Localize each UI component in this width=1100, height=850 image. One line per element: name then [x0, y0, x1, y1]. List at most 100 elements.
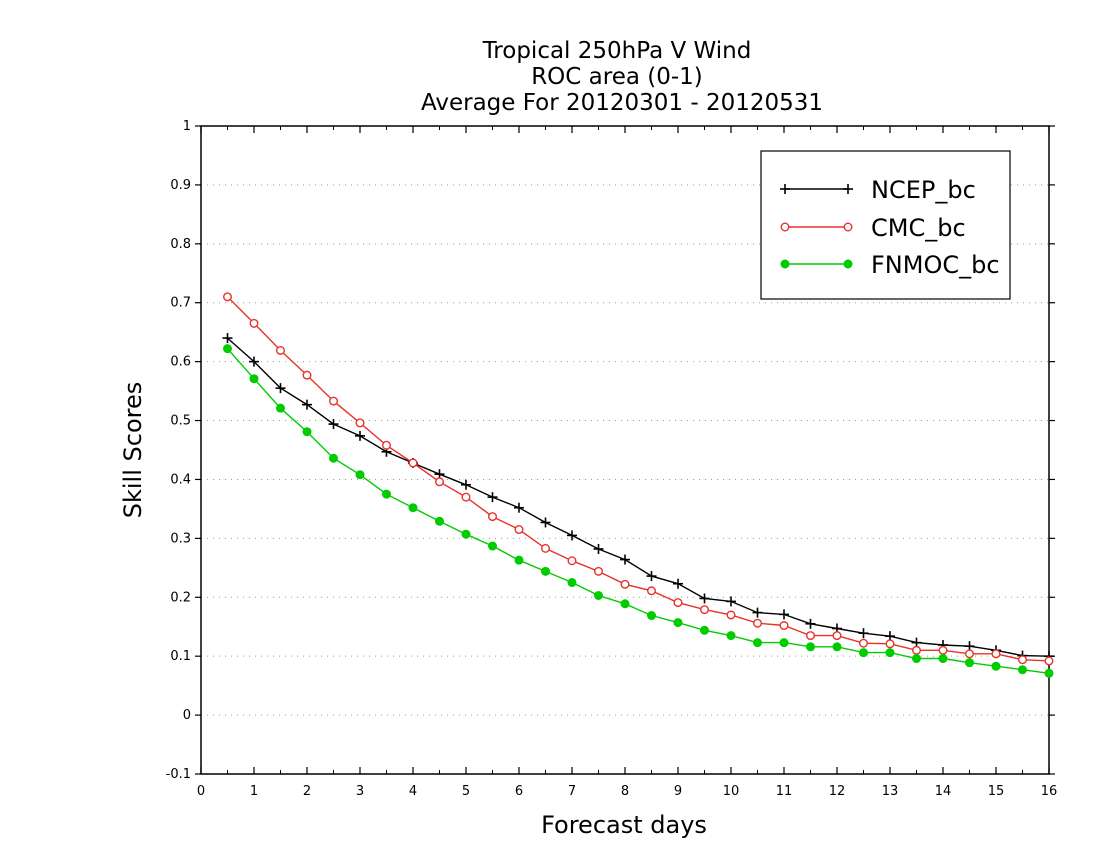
plus-marker — [646, 571, 657, 582]
filled-circle-marker — [329, 453, 338, 463]
open-circle-marker — [843, 222, 853, 232]
plus-marker — [222, 333, 233, 344]
open-circle-marker — [488, 512, 498, 522]
open-circle-marker — [435, 477, 445, 487]
legend-label: CMC_bc — [871, 214, 966, 242]
plus-marker — [461, 479, 471, 490]
filled-circle-marker — [700, 625, 709, 635]
open-circle-marker — [1018, 655, 1028, 665]
x-tick-label: 6 — [515, 784, 523, 799]
chart-title-line-2: ROC area (0-1) — [531, 64, 703, 90]
x-tick-label: 9 — [674, 784, 682, 799]
chart-title-line-1: Tropical 250hPa V Wind — [482, 38, 752, 64]
y-axis-label: Skill Scores — [119, 382, 147, 519]
x-tick-label: 11 — [776, 784, 793, 799]
plus-marker — [487, 492, 498, 503]
plus-marker — [779, 609, 789, 620]
y-tick-label: 0.5 — [170, 414, 191, 429]
open-circle-marker — [832, 631, 842, 641]
series-line — [227, 296, 1050, 662]
plus-marker — [593, 543, 604, 554]
series-fnmoc-bc — [223, 344, 1054, 678]
x-tick-label: 5 — [462, 784, 470, 799]
filled-circle-marker — [1018, 665, 1027, 675]
filled-circle-marker — [779, 638, 789, 648]
filled-circle-marker — [249, 374, 259, 384]
open-circle-marker — [594, 566, 604, 576]
x-tick-label: 10 — [723, 784, 740, 799]
legend-item: CMC_bc — [780, 214, 966, 242]
open-circle-marker — [355, 418, 365, 428]
open-circle-marker — [726, 610, 736, 620]
open-circle-marker — [938, 645, 948, 655]
chart-title: Tropical 250hPa V Wind ROC area (0-1) Av… — [421, 38, 823, 116]
x-axis-label: Forecast days — [541, 811, 707, 839]
chart-title-line-3: Average For 20120301 - 20120531 — [421, 90, 823, 116]
filled-circle-marker — [594, 591, 603, 601]
filled-circle-marker — [461, 529, 471, 539]
x-tick-label: 15 — [988, 784, 1005, 799]
open-circle-marker — [1044, 656, 1054, 666]
filled-circle-marker — [620, 599, 630, 609]
y-tick-label: 0.6 — [170, 355, 191, 370]
filled-circle-marker — [567, 578, 577, 588]
y-axis-ticks: -0.1 0 0.1 0.2 0.3 0.4 0.5 0.6 0.7 0.8 0.9 1 — [166, 119, 1055, 782]
series-line — [227, 337, 1050, 657]
open-circle-marker — [461, 492, 471, 502]
open-circle-marker — [249, 318, 259, 328]
filled-circle-marker — [541, 566, 550, 576]
x-axis-ticks: 0 1 2 3 4 5 6 7 8 9 10 11 12 13 14 15 16 — [197, 126, 1057, 799]
x-tick-label: 1 — [250, 784, 258, 799]
plus-marker — [302, 399, 312, 410]
plus-marker — [780, 184, 790, 194]
legend-label: NCEP_bc — [871, 176, 976, 204]
open-circle-marker — [382, 440, 392, 450]
y-tick-label: 0.4 — [170, 472, 191, 487]
filled-circle-marker — [514, 555, 524, 565]
plus-marker — [858, 628, 869, 639]
filled-circle-marker — [806, 642, 815, 652]
x-tick-label: 4 — [409, 784, 417, 799]
legend-item: FNMOC_bc — [780, 251, 1000, 279]
open-circle-marker — [541, 543, 551, 553]
filled-circle-marker — [912, 654, 921, 664]
filled-circle-marker — [408, 503, 418, 513]
legend-label: FNMOC_bc — [871, 251, 1000, 279]
open-circle-marker — [885, 639, 895, 649]
x-tick-label: 14 — [935, 784, 952, 799]
plus-marker — [514, 502, 524, 513]
x-tick-label: 8 — [621, 784, 629, 799]
y-tick-label: 0.7 — [170, 296, 191, 311]
y-tick-label: 0.9 — [170, 178, 191, 193]
y-tick-label: 0.3 — [170, 531, 191, 546]
x-tick-label: 0 — [197, 784, 205, 799]
plus-marker — [328, 419, 339, 430]
open-circle-marker — [222, 292, 232, 302]
legend-item: NCEP_bc — [780, 176, 976, 204]
filled-circle-marker — [991, 661, 1001, 671]
filled-circle-marker — [276, 403, 285, 413]
filled-circle-marker — [859, 648, 868, 658]
filled-circle-marker — [355, 470, 365, 480]
filled-circle-marker — [673, 618, 683, 628]
open-circle-marker — [514, 525, 524, 535]
filled-circle-marker — [843, 259, 853, 269]
filled-circle-marker — [488, 541, 497, 551]
legend-box — [760, 150, 1011, 300]
open-circle-marker — [912, 645, 922, 655]
x-tick-label: 3 — [356, 784, 364, 799]
y-tick-label: 0.2 — [170, 590, 191, 605]
filled-circle-marker — [753, 638, 762, 648]
plus-marker — [726, 596, 736, 607]
open-circle-marker — [620, 579, 630, 589]
open-circle-marker — [779, 621, 789, 631]
filled-circle-marker — [223, 344, 232, 354]
open-circle-marker — [567, 556, 577, 566]
filled-circle-marker — [647, 611, 656, 621]
series-cmc-bc — [222, 292, 1054, 666]
x-tick-label: 16 — [1041, 784, 1058, 799]
open-circle-marker — [276, 345, 286, 355]
filled-circle-marker — [435, 516, 444, 526]
series-layer — [222, 292, 1054, 678]
filled-circle-marker — [1044, 668, 1054, 678]
